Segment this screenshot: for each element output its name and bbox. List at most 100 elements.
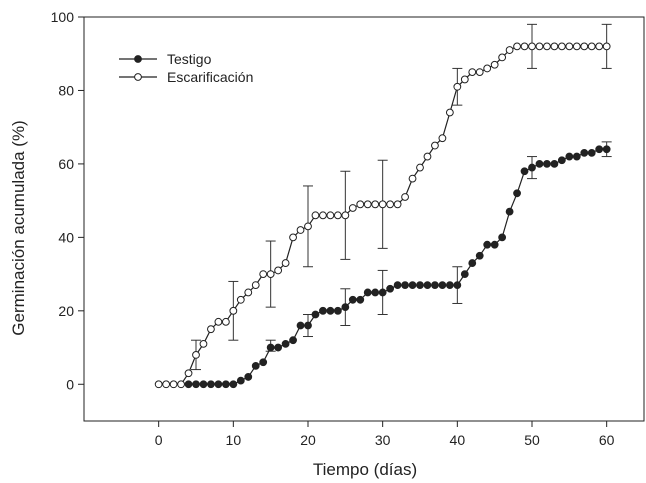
point-testigo-45 (490, 240, 499, 249)
point-escarificaci-n-9 (221, 317, 230, 326)
point-testigo-33 (401, 281, 409, 290)
point-escarificaci-n-50 (528, 42, 536, 51)
point-escarificaci-n-0 (154, 380, 163, 389)
point-escarificaci-n-31 (386, 200, 395, 209)
point-escarificaci-n-25 (341, 211, 350, 220)
point-escarificaci-n-36 (423, 152, 432, 161)
point-testigo-50 (528, 163, 536, 172)
point-testigo-25 (341, 303, 350, 312)
point-escarificaci-n-21 (311, 211, 320, 220)
point-testigo-37 (431, 281, 439, 290)
point-escarificaci-n-28 (363, 200, 372, 209)
point-testigo-8 (214, 380, 223, 389)
point-escarificaci-n-1 (162, 380, 171, 389)
point-testigo-55 (565, 152, 574, 161)
point-escarificaci-n-26 (348, 204, 357, 212)
point-escarificaci-n-59 (595, 42, 604, 51)
point-escarificaci-n-60 (602, 42, 611, 51)
point-escarificaci-n-4 (184, 369, 193, 378)
point-escarificaci-n-34 (408, 174, 417, 183)
point-escarificaci-n-55 (565, 42, 574, 51)
point-testigo-19 (296, 321, 305, 330)
point-testigo-58 (587, 148, 596, 157)
point-testigo-51 (535, 160, 544, 168)
point-escarificaci-n-27 (356, 200, 365, 209)
x-tick-label-30: 30 (375, 432, 391, 448)
point-escarificaci-n-38 (438, 134, 447, 143)
point-testigo-21 (311, 310, 320, 319)
x-tick-label-40: 40 (450, 432, 466, 448)
point-escarificaci-n-18 (289, 233, 297, 242)
point-escarificaci-n-35 (416, 163, 424, 172)
point-testigo-44 (483, 240, 492, 249)
point-testigo-57 (580, 148, 589, 157)
legend: Testigo Escarificación (119, 51, 253, 85)
point-testigo-11 (236, 376, 245, 385)
point-escarificaci-n-58 (587, 42, 596, 51)
point-escarificaci-n-10 (229, 306, 238, 315)
point-escarificaci-n-3 (177, 380, 185, 389)
point-testigo-42 (468, 259, 477, 267)
point-escarificaci-n-2 (169, 380, 178, 389)
point-testigo-5 (192, 380, 200, 389)
point-escarificaci-n-42 (468, 68, 477, 76)
point-escarificaci-n-57 (580, 42, 589, 51)
point-testigo-47 (505, 207, 514, 216)
point-escarificaci-n-49 (520, 42, 529, 51)
plot-axes (78, 16, 645, 427)
point-testigo-59 (595, 145, 604, 154)
point-testigo-41 (460, 270, 469, 278)
point-escarificaci-n-30 (378, 200, 387, 209)
legend-label-escarificaci-n: Escarificación (167, 69, 253, 85)
x-axis-label: Tiempo (días) (313, 460, 417, 479)
point-testigo-12 (244, 373, 253, 381)
point-testigo-28 (363, 288, 372, 297)
point-escarificaci-n-12 (244, 288, 253, 297)
point-testigo-10 (229, 380, 238, 389)
y-tick-label-100: 100 (51, 9, 75, 25)
point-escarificaci-n-6 (199, 339, 208, 348)
point-escarificaci-n-32 (393, 200, 402, 209)
point-testigo-56 (572, 152, 581, 161)
point-escarificaci-n-24 (333, 211, 342, 220)
point-testigo-38 (438, 281, 447, 290)
point-escarificaci-n-13 (251, 281, 260, 290)
point-testigo-26 (348, 295, 357, 304)
point-testigo-60 (602, 145, 611, 154)
point-testigo-30 (378, 288, 387, 297)
point-testigo-24 (333, 306, 342, 315)
point-testigo-22 (319, 306, 327, 315)
point-testigo-31 (386, 284, 395, 293)
point-escarificaci-n-22 (319, 211, 327, 220)
plot-frame (83, 16, 645, 422)
point-escarificaci-n-47 (505, 46, 514, 54)
point-testigo-4 (184, 380, 193, 389)
point-escarificaci-n-53 (550, 42, 559, 51)
point-testigo-17 (281, 339, 290, 348)
y-tick-label-40: 40 (58, 229, 74, 245)
point-testigo-27 (356, 295, 365, 304)
point-escarificaci-n-23 (326, 211, 335, 220)
point-testigo-40 (453, 281, 462, 290)
point-escarificaci-n-19 (296, 226, 305, 234)
tick-labels: 0 10 20 30 40 50 60 0 20 40 60 80 100 (51, 9, 615, 448)
point-escarificaci-n-40 (453, 82, 462, 91)
x-tick-label-60: 60 (599, 432, 615, 448)
series-markers (154, 42, 611, 389)
point-testigo-29 (371, 288, 380, 297)
point-testigo-23 (326, 306, 335, 315)
point-escarificaci-n-16 (274, 266, 283, 275)
y-tick-label-80: 80 (58, 82, 74, 98)
point-escarificaci-n-52 (543, 42, 551, 51)
series-line-testigo (188, 148, 607, 385)
x-tick-label-20: 20 (300, 432, 316, 448)
point-escarificaci-n-48 (513, 42, 521, 51)
point-escarificaci-n-51 (535, 42, 544, 51)
point-testigo-16 (274, 343, 283, 352)
legend-label-testigo: Testigo (167, 51, 212, 67)
point-escarificaci-n-39 (445, 108, 454, 117)
point-escarificaci-n-44 (483, 64, 492, 73)
point-escarificaci-n-17 (281, 259, 290, 267)
point-testigo-35 (416, 281, 424, 290)
